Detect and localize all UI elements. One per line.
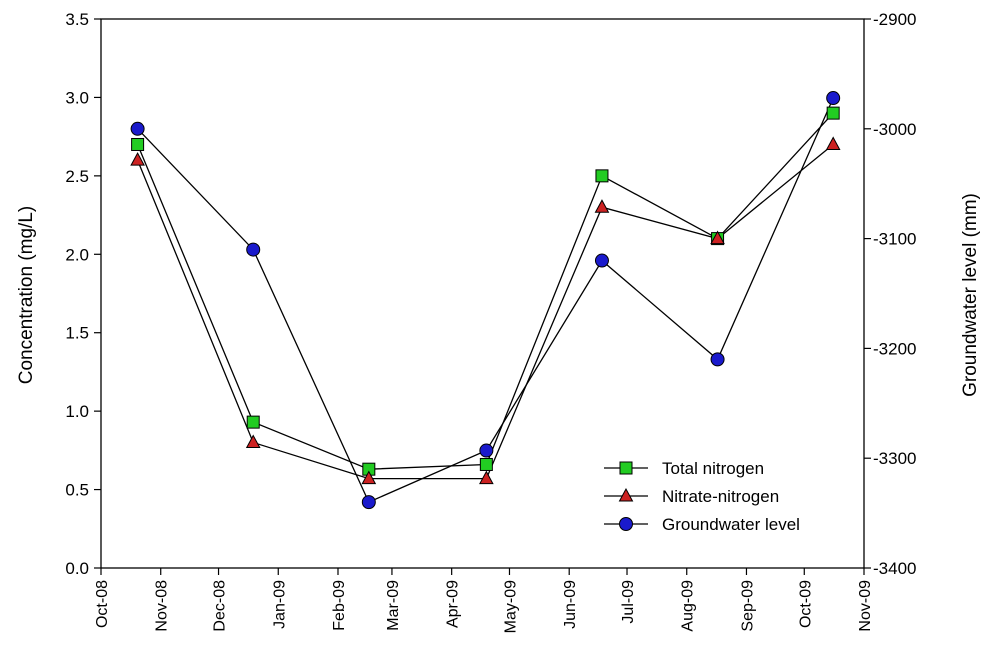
y2-tick-label: -2900 <box>873 10 916 29</box>
legend-label: Groundwater level <box>662 515 800 534</box>
data-point-square <box>595 169 609 183</box>
x-tick-label: Mar-09 <box>385 580 402 631</box>
data-point-triangle <box>594 199 610 213</box>
x-tick-label: Jun-09 <box>562 580 579 629</box>
y-tick-label: 0.5 <box>65 481 89 500</box>
legend-marker-square <box>619 461 633 475</box>
x-tick-label: Apr-09 <box>445 580 462 628</box>
y2-tick-label: -3300 <box>873 449 916 468</box>
data-point-triangle <box>710 230 725 245</box>
series-line-triangle <box>136 143 834 480</box>
y-tick-label: 0.0 <box>65 559 89 578</box>
y2-tick-label: -3000 <box>873 120 916 139</box>
y-tick-label: 3.0 <box>65 88 89 107</box>
axes: 0.0 0.5 1.0 1.5 2.0 2.5 3.0 3.5 -3400 -3300 -3200 -… <box>65 10 916 633</box>
data-point-circle <box>826 91 841 106</box>
x-tick-label: Sep-09 <box>739 580 756 632</box>
data-point-triangle <box>825 136 841 150</box>
y2-axis-label: Groundwater level (mm) <box>960 193 981 397</box>
data-point-triangle <box>245 434 261 449</box>
data-point-triangle <box>361 470 377 485</box>
y2-tick-label: -3200 <box>873 339 916 358</box>
x-tick-label: Nov-08 <box>154 580 171 632</box>
x-tick-label: Nov-09 <box>857 580 874 632</box>
data-point-circle <box>130 121 145 136</box>
x-tick-label: Feb-09 <box>331 580 348 631</box>
series-layer <box>130 91 841 510</box>
data-point-square <box>479 457 493 471</box>
data-point-square <box>131 137 145 151</box>
y-axis-label: Concentration (mg/L) <box>16 206 37 384</box>
data-point-circle <box>479 443 494 458</box>
y-tick-label: 2.0 <box>65 245 89 264</box>
y-tick-label: 1.0 <box>65 402 89 421</box>
x-tick-label: May-09 <box>502 580 519 633</box>
y-tick-label: 3.5 <box>65 10 89 29</box>
series-line-circle <box>137 97 834 503</box>
data-point-circle <box>361 495 376 510</box>
x-tick-label: Aug-09 <box>680 580 697 632</box>
plot-frame <box>100 18 865 569</box>
data-point-square <box>246 415 260 429</box>
x-tick-label: Oct-09 <box>797 580 814 628</box>
y2-tick-label: -3400 <box>873 559 916 578</box>
data-point-triangle <box>130 152 145 166</box>
legend: Total nitrogen Nitrate-nitrogen Groundwate… <box>604 459 800 534</box>
y2-tick-label: -3100 <box>873 230 916 249</box>
y-tick-label: 1.5 <box>65 324 89 343</box>
legend-label: Total nitrogen <box>662 459 764 478</box>
legend-label: Nitrate-nitrogen <box>662 487 779 506</box>
x-tick-label: Jan-09 <box>271 580 288 629</box>
x-tick-label: Oct-08 <box>94 580 111 628</box>
x-tick-label: Jul-09 <box>620 580 637 624</box>
data-point-square <box>826 106 840 120</box>
legend-marker-triangle <box>618 487 634 502</box>
data-point-circle <box>246 242 261 257</box>
data-point-circle <box>594 253 609 268</box>
data-point-triangle <box>479 470 494 485</box>
y-tick-label: 2.5 <box>65 167 89 186</box>
data-point-circle <box>710 352 725 367</box>
legend-marker-circle <box>619 517 633 531</box>
x-tick-label: Dec-08 <box>212 580 229 632</box>
